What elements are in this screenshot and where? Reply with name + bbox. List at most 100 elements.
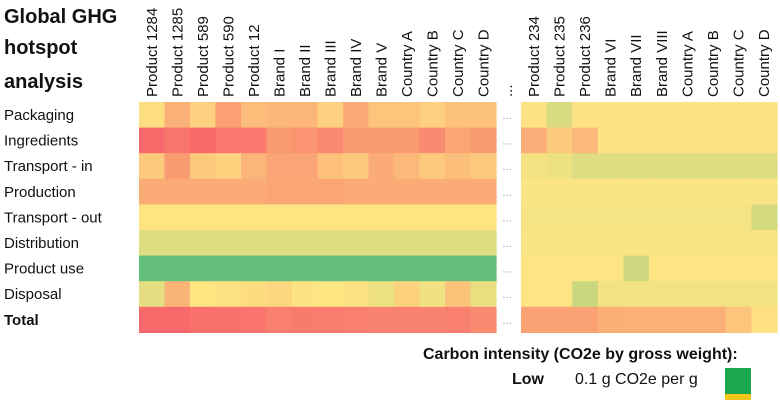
- column-label: Country C: [450, 29, 467, 97]
- heatmap-cell: [674, 178, 701, 205]
- heatmap-cell: [470, 178, 497, 205]
- heatmap-cell: [674, 204, 701, 231]
- heatmap-cell: [190, 255, 217, 282]
- heatmap-cell: [343, 306, 370, 333]
- heatmap-cell: [368, 127, 395, 154]
- heatmap-cell: [751, 102, 778, 129]
- row-label: Total: [4, 312, 39, 329]
- heatmap-cell: [470, 255, 497, 282]
- gap-ellipsis: ...: [502, 212, 511, 224]
- heatmap-cell: [623, 230, 650, 257]
- heatmap-cell: [368, 230, 395, 257]
- heatmap-cell: [521, 230, 548, 257]
- heatmap-cell: [725, 204, 752, 231]
- legend-low-label: Low: [512, 371, 544, 388]
- column-label: Product 234: [526, 16, 543, 97]
- heatmap-cell: [674, 281, 701, 308]
- heatmap-cell: [292, 281, 319, 308]
- heatmap-cell: [190, 306, 217, 333]
- row-label: Production: [4, 184, 76, 201]
- column-label: Product 589: [195, 16, 212, 97]
- heatmap-cell: [725, 281, 752, 308]
- heatmap-cell: [368, 255, 395, 282]
- heatmap-cell: [751, 204, 778, 231]
- heatmap-cell: [649, 178, 676, 205]
- heatmap-cell: [623, 204, 650, 231]
- gap-ellipsis: ...: [502, 264, 511, 276]
- gap-ellipsis: ...: [502, 110, 511, 122]
- heatmap-cell: [597, 204, 624, 231]
- heatmap-cell: [241, 230, 268, 257]
- heatmap-cell: [241, 281, 268, 308]
- heatmap-cell: [597, 281, 624, 308]
- column-label: Product 590: [220, 16, 237, 97]
- column-label: Product 12: [246, 24, 263, 97]
- heatmap-cell: [700, 230, 727, 257]
- heatmap-cell: [521, 204, 548, 231]
- heatmap-cell: [546, 102, 573, 129]
- legend-low-value: 0.1 g CO2e per g: [575, 371, 698, 388]
- heatmap-cell: [343, 153, 370, 180]
- heatmap-cell: [343, 281, 370, 308]
- heatmap-cell: [241, 153, 268, 180]
- heatmap-cell: [292, 230, 319, 257]
- heatmap-cell: [394, 127, 421, 154]
- heatmap-cell: [470, 306, 497, 333]
- heatmap-cell: [674, 255, 701, 282]
- heatmap-cell: [164, 204, 191, 231]
- heatmap-cell: [623, 127, 650, 154]
- column-label: Product 236: [577, 16, 594, 97]
- heatmap-cell: [190, 178, 217, 205]
- heatmap-cell: [317, 306, 344, 333]
- heatmap-cell: [751, 281, 778, 308]
- heatmap-cell: [139, 178, 166, 205]
- heatmap-cell: [572, 102, 599, 129]
- heatmap-cell: [521, 178, 548, 205]
- heatmap-cell: [394, 153, 421, 180]
- row-label: Ingredients: [4, 133, 78, 150]
- heatmap-cell: [419, 230, 446, 257]
- heatmap-cell: [572, 230, 599, 257]
- heatmap-cell: [546, 153, 573, 180]
- heatmap-cell: [725, 153, 752, 180]
- heatmap-cell: [241, 204, 268, 231]
- heatmap-cell: [649, 204, 676, 231]
- heatmap-cell: [164, 230, 191, 257]
- heatmap-cell: [266, 127, 293, 154]
- heatmap-cell: [649, 255, 676, 282]
- column-label: Country D: [475, 29, 492, 97]
- heatmap-cell: [445, 255, 472, 282]
- heatmap-cell: [292, 127, 319, 154]
- heatmap-cell: [623, 102, 650, 129]
- heatmap: Packaging ... Ingredients ... Transport - in…: [4, 8, 778, 333]
- heatmap-cell: [292, 204, 319, 231]
- heatmap-cell: [470, 281, 497, 308]
- heatmap-cell: [215, 230, 242, 257]
- heatmap-cell: [190, 230, 217, 257]
- heatmap-cell: [266, 204, 293, 231]
- heatmap-cell: [368, 281, 395, 308]
- heatmap-cell: [139, 281, 166, 308]
- heatmap-cell: [751, 127, 778, 154]
- heatmap-cell: [470, 102, 497, 129]
- heatmap-cell: [292, 102, 319, 129]
- heatmap-cell: [190, 127, 217, 154]
- column-label: Brand VIII: [654, 30, 671, 97]
- heatmap-cell: [470, 204, 497, 231]
- heatmap-cell: [394, 102, 421, 129]
- heatmap-cell: [751, 306, 778, 333]
- heatmap-cell: [419, 127, 446, 154]
- heatmap-cell: [572, 204, 599, 231]
- heatmap-cell: [546, 281, 573, 308]
- heatmap-cell: [725, 306, 752, 333]
- heatmap-cell: [700, 204, 727, 231]
- heatmap-cell: [394, 306, 421, 333]
- heatmap-cell: [139, 153, 166, 180]
- chart-title: Global GHG hotspot analysis: [4, 6, 118, 93]
- heatmap-cell: [317, 255, 344, 282]
- gap-ellipsis: ...: [502, 136, 511, 148]
- heatmap-cell: [572, 306, 599, 333]
- heatmap-cell: [649, 153, 676, 180]
- column-label: Country A: [679, 31, 696, 97]
- heatmap-cell: [700, 153, 727, 180]
